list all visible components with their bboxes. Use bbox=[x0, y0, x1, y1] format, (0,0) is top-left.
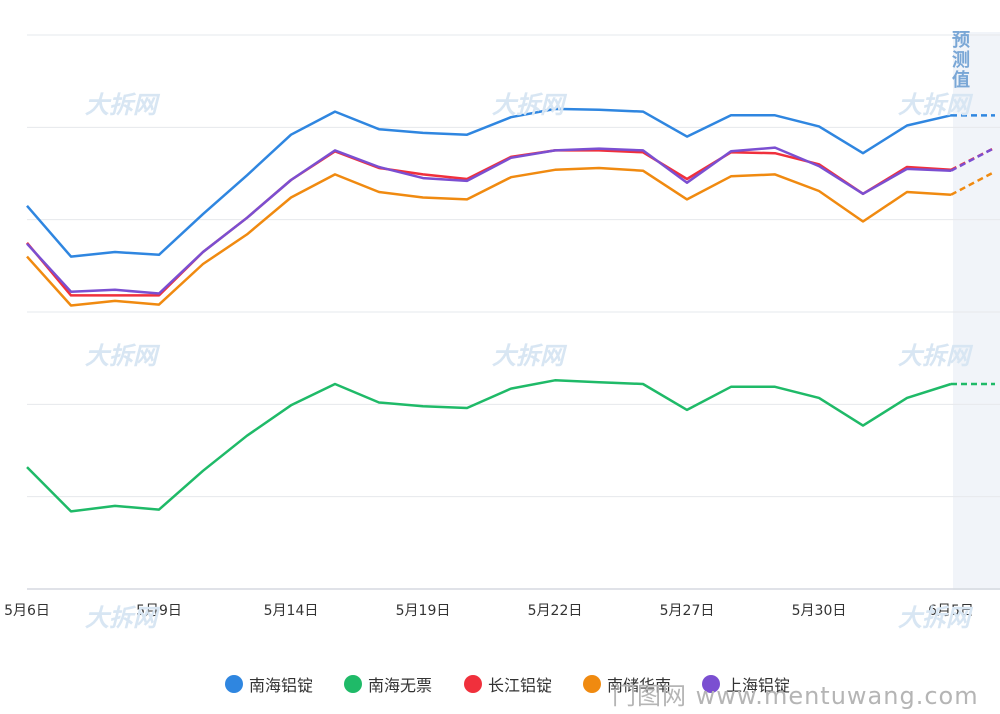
legend-marker bbox=[583, 675, 601, 693]
grid-lines bbox=[27, 34, 1000, 590]
x-tick-label: 5月22日 bbox=[528, 603, 583, 619]
series-line bbox=[26, 107, 952, 258]
watermark: 大拆网 bbox=[85, 604, 157, 632]
legend: 南海铝锭 南海无票 长江铝锭 南储华南 上海铝锭 bbox=[0, 668, 1000, 700]
x-tick-label: 5月14日 bbox=[264, 603, 319, 619]
series-layer bbox=[26, 107, 996, 513]
x-tick-label: 5月9日 bbox=[136, 603, 182, 619]
x-tick-label: 5月6日 bbox=[4, 603, 50, 619]
watermark: 大拆网 bbox=[898, 91, 970, 119]
forecast-line bbox=[950, 146, 996, 172]
series-line bbox=[26, 166, 952, 307]
watermark: 大拆网 bbox=[898, 342, 970, 370]
legend-label: 长江铝锭 bbox=[488, 676, 553, 695]
series-line bbox=[26, 146, 952, 295]
watermark: 大拆网 bbox=[898, 604, 970, 632]
legend-label: 南海无票 bbox=[368, 676, 433, 695]
series-line bbox=[26, 379, 952, 513]
legend-marker bbox=[464, 675, 482, 693]
legend-marker bbox=[344, 675, 362, 693]
x-tick-label: 5月19日 bbox=[396, 603, 451, 619]
x-tick-labels: 5月6日 5月9日 5月14日 5月19日 5月22日 5月27日 5月30日 6月5日 bbox=[4, 603, 974, 619]
legend-marker bbox=[225, 675, 243, 693]
x-tick-label: 5月27日 bbox=[660, 603, 715, 619]
legend-label: 上海铝锭 bbox=[726, 676, 791, 695]
legend-item[interactable]: 上海铝锭 bbox=[702, 668, 790, 700]
watermark: 大拆网 bbox=[85, 342, 157, 370]
series-line bbox=[26, 149, 952, 297]
legend-item[interactable]: 长江铝锭 bbox=[464, 668, 552, 700]
legend-label: 南储华南 bbox=[607, 676, 672, 695]
site-watermark: 门图网 www.mentuwang.com bbox=[612, 682, 979, 710]
forecast-label: 预测值 bbox=[949, 30, 970, 90]
forecast-line bbox=[950, 170, 996, 196]
x-tick-label: 6月5日 bbox=[928, 603, 974, 619]
legend-item[interactable]: 南储华南 bbox=[583, 668, 671, 700]
legend-marker bbox=[702, 675, 720, 693]
watermark: 大拆网 bbox=[492, 91, 564, 119]
legend-item[interactable]: 南海铝锭 bbox=[225, 668, 313, 700]
watermark: 大拆网 bbox=[492, 342, 564, 370]
legend-label: 南海铝锭 bbox=[249, 676, 314, 695]
legend-item[interactable]: 南海无票 bbox=[344, 668, 432, 700]
watermark: 大拆网 bbox=[85, 91, 157, 119]
x-tick-label: 5月30日 bbox=[792, 603, 847, 619]
